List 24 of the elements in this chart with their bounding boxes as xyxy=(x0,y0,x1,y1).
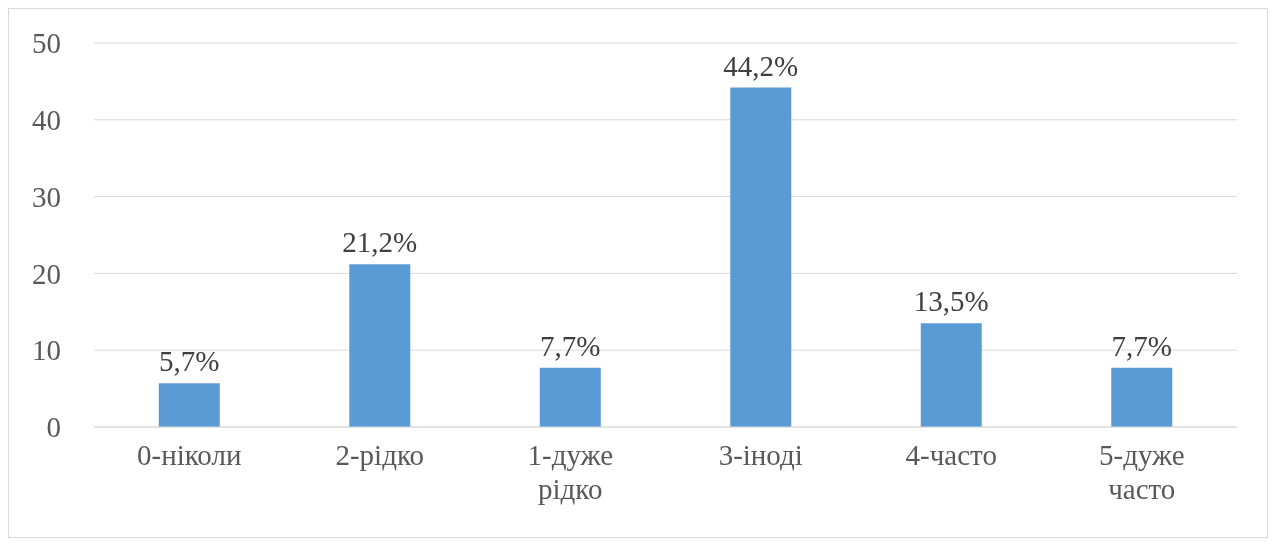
bar xyxy=(539,367,601,427)
data-label: 5,7% xyxy=(159,345,220,378)
data-label: 7,7% xyxy=(1111,329,1172,362)
x-tick-label: 2-рідко xyxy=(335,439,425,471)
x-tick-label: 3-іноді xyxy=(718,439,803,471)
bar xyxy=(349,264,411,427)
y-tick-label: 10 xyxy=(32,334,61,367)
y-tick-label: 30 xyxy=(32,180,61,213)
x-tick-label: 1-дуже рідко xyxy=(527,439,614,505)
bar xyxy=(730,87,792,427)
y-tick-label: 0 xyxy=(46,411,61,444)
bar xyxy=(1111,367,1173,427)
data-label: 7,7% xyxy=(540,329,601,362)
y-tick-label: 20 xyxy=(32,257,61,290)
data-label: 13,5% xyxy=(913,285,989,318)
x-tick-label: 0-ніколи xyxy=(137,439,242,471)
y-tick-label: 50 xyxy=(32,27,61,60)
x-tick-label: 4-часто xyxy=(905,439,997,471)
data-label: 44,2% xyxy=(723,49,799,82)
bar xyxy=(920,323,982,427)
x-tick-label: 5-дуже часто xyxy=(1098,439,1185,505)
bar xyxy=(158,383,220,427)
y-tick-label: 40 xyxy=(32,104,61,137)
data-label: 21,2% xyxy=(342,226,418,259)
